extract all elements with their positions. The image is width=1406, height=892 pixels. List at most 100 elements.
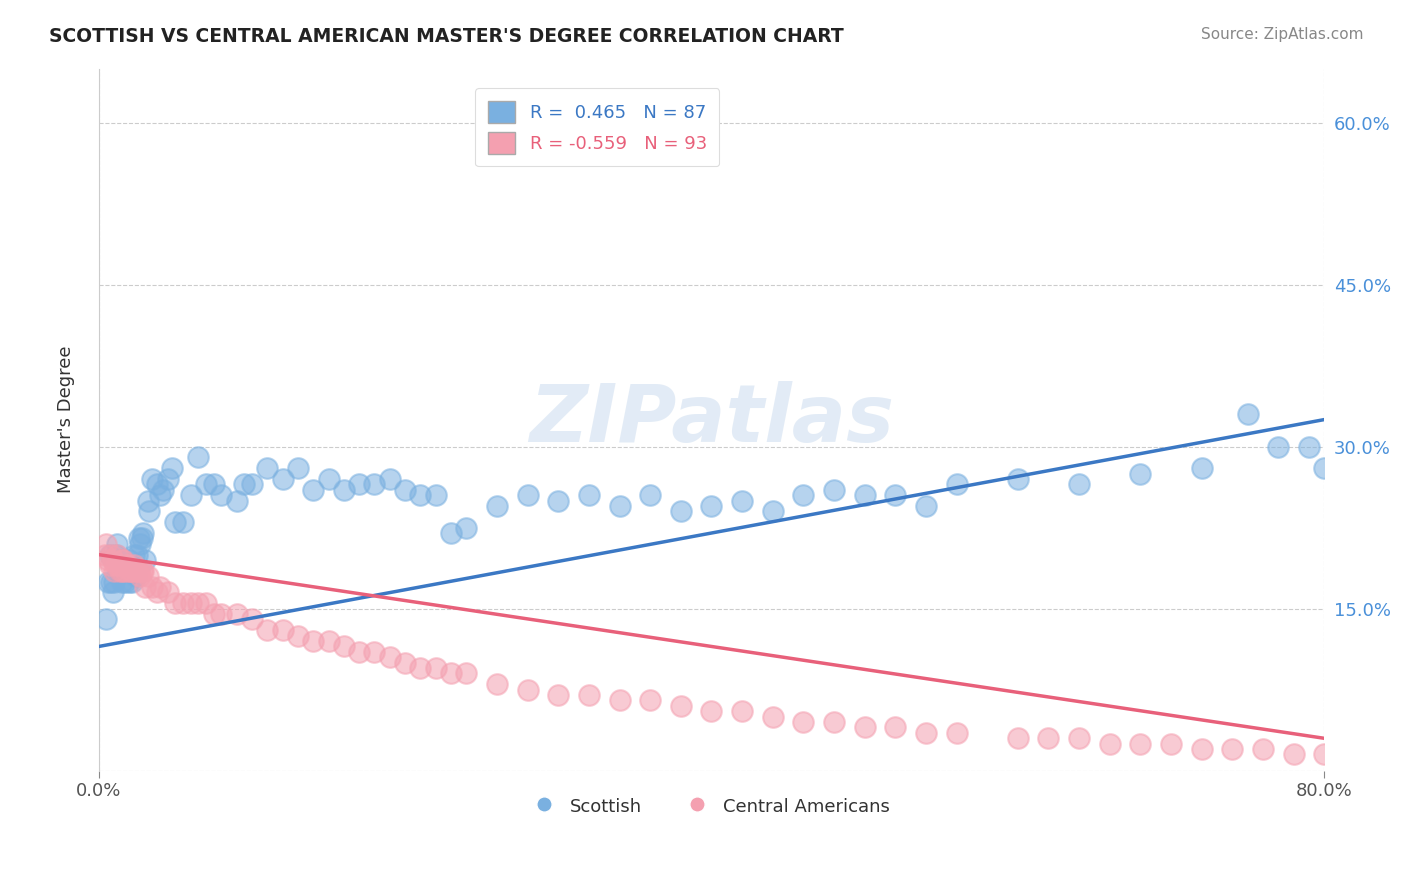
Point bbox=[486, 499, 509, 513]
Point bbox=[1358, 753, 1381, 767]
Text: Source: ZipAtlas.com: Source: ZipAtlas.com bbox=[1201, 27, 1364, 42]
Point bbox=[853, 488, 876, 502]
Point bbox=[105, 548, 128, 562]
Point bbox=[111, 574, 134, 589]
Point bbox=[669, 698, 692, 713]
Point bbox=[132, 526, 155, 541]
Point bbox=[141, 580, 163, 594]
Point bbox=[1374, 753, 1396, 767]
Point bbox=[1007, 472, 1029, 486]
Point bbox=[165, 515, 187, 529]
Point bbox=[122, 548, 145, 562]
Point bbox=[731, 493, 754, 508]
Point bbox=[1351, 753, 1374, 767]
Point bbox=[103, 564, 125, 578]
Point bbox=[149, 580, 172, 594]
Point bbox=[111, 553, 134, 567]
Point bbox=[97, 553, 120, 567]
Point bbox=[1236, 407, 1258, 421]
Point bbox=[118, 564, 141, 578]
Point bbox=[271, 472, 294, 486]
Point bbox=[409, 661, 432, 675]
Point bbox=[195, 596, 218, 610]
Point bbox=[945, 477, 967, 491]
Point bbox=[318, 472, 340, 486]
Point bbox=[318, 634, 340, 648]
Point bbox=[378, 650, 401, 665]
Point bbox=[240, 612, 263, 626]
Point bbox=[97, 574, 120, 589]
Point bbox=[271, 624, 294, 638]
Point bbox=[884, 488, 907, 502]
Point bbox=[172, 515, 194, 529]
Point bbox=[700, 704, 723, 718]
Point bbox=[669, 504, 692, 518]
Point bbox=[131, 564, 153, 578]
Point bbox=[1374, 429, 1396, 443]
Point bbox=[138, 504, 160, 518]
Point bbox=[578, 488, 600, 502]
Point bbox=[762, 709, 785, 723]
Point bbox=[136, 569, 159, 583]
Point bbox=[128, 564, 150, 578]
Point bbox=[823, 715, 845, 730]
Point bbox=[209, 488, 232, 502]
Point bbox=[128, 532, 150, 546]
Y-axis label: Master's Degree: Master's Degree bbox=[58, 346, 75, 493]
Point bbox=[302, 634, 325, 648]
Point bbox=[131, 532, 153, 546]
Point bbox=[122, 558, 145, 573]
Point bbox=[134, 553, 156, 567]
Point bbox=[115, 564, 138, 578]
Point bbox=[187, 596, 209, 610]
Point bbox=[333, 640, 356, 654]
Point bbox=[114, 564, 136, 578]
Point bbox=[129, 569, 152, 583]
Point bbox=[609, 693, 631, 707]
Point bbox=[347, 645, 370, 659]
Point bbox=[162, 461, 184, 475]
Point bbox=[1329, 747, 1351, 762]
Point bbox=[792, 488, 814, 502]
Point bbox=[156, 585, 179, 599]
Point bbox=[394, 483, 416, 497]
Point bbox=[1067, 731, 1090, 746]
Point bbox=[118, 574, 141, 589]
Point bbox=[107, 558, 129, 573]
Point bbox=[547, 688, 569, 702]
Point bbox=[180, 488, 202, 502]
Point bbox=[287, 461, 309, 475]
Point bbox=[125, 548, 148, 562]
Point bbox=[120, 564, 142, 578]
Point bbox=[149, 488, 172, 502]
Point bbox=[792, 715, 814, 730]
Point bbox=[425, 488, 447, 502]
Point bbox=[1160, 737, 1182, 751]
Point bbox=[124, 564, 146, 578]
Point bbox=[1007, 731, 1029, 746]
Point bbox=[110, 564, 132, 578]
Point bbox=[172, 596, 194, 610]
Point bbox=[915, 499, 938, 513]
Point bbox=[915, 726, 938, 740]
Point bbox=[103, 574, 125, 589]
Point bbox=[134, 580, 156, 594]
Point bbox=[638, 693, 661, 707]
Point bbox=[209, 607, 232, 621]
Text: ZIPatlas: ZIPatlas bbox=[529, 381, 894, 458]
Point bbox=[104, 558, 127, 573]
Point bbox=[1382, 755, 1405, 769]
Point bbox=[394, 656, 416, 670]
Point bbox=[333, 483, 356, 497]
Point bbox=[202, 607, 225, 621]
Point bbox=[156, 472, 179, 486]
Point bbox=[1251, 742, 1274, 756]
Point bbox=[547, 493, 569, 508]
Point bbox=[456, 666, 478, 681]
Point bbox=[1389, 755, 1406, 769]
Point bbox=[101, 585, 124, 599]
Legend: Scottish, Central Americans: Scottish, Central Americans bbox=[524, 788, 898, 825]
Point bbox=[112, 553, 135, 567]
Point bbox=[945, 726, 967, 740]
Point bbox=[120, 564, 142, 578]
